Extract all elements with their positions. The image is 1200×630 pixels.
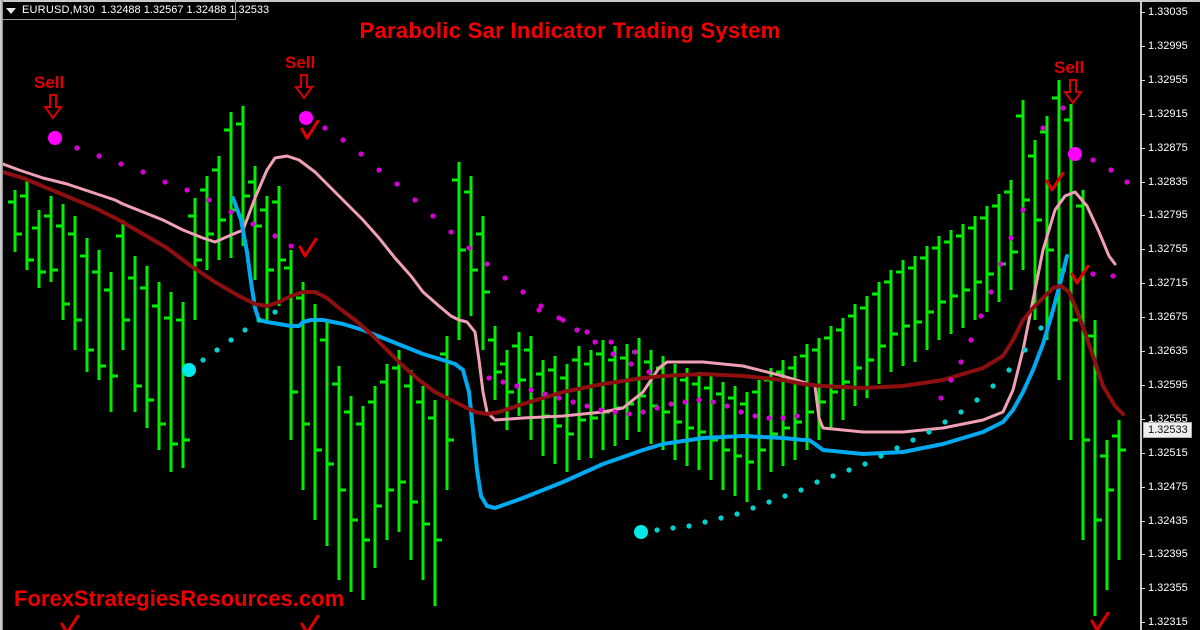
price-axis-tick <box>1140 554 1145 556</box>
symbol-bar-underline <box>3 19 235 20</box>
sell-arrow-down-icon <box>294 74 314 105</box>
sell-arrow-down-icon <box>1063 79 1083 110</box>
confirmation-check-icon <box>1090 611 1110 630</box>
price-axis-tick <box>1140 79 1145 81</box>
chevron-down-icon[interactable] <box>6 7 16 14</box>
price-axis-tick <box>1140 249 1145 251</box>
price-axis-tick <box>1140 283 1145 285</box>
watermark-label: ForexStrategiesResources.com <box>14 586 345 611</box>
darkred-ma-line <box>3 170 1125 416</box>
symbol-quote-bar: EURUSD,M30 1.32488 1.32567 1.32488 1.325… <box>3 2 269 18</box>
price-plot-svg <box>3 80 1130 616</box>
price-axis-tick-label: 1.32675 <box>1148 311 1188 324</box>
price-axis-tick-label: 1.32595 <box>1148 378 1188 391</box>
signal-dots-group <box>48 111 1082 539</box>
price-axis-tick-label: 1.32915 <box>1148 107 1188 120</box>
sell-signal-label: Sell <box>34 73 65 92</box>
price-axis-tick <box>1140 12 1145 13</box>
price-plot-area[interactable] <box>3 20 1140 630</box>
price-axis-tick-label: 1.32395 <box>1148 548 1188 561</box>
price-axis-tick-label: 1.32835 <box>1148 175 1188 188</box>
price-axis-tick <box>1140 588 1145 590</box>
price-axis-tick-label: 1.32515 <box>1148 446 1188 459</box>
price-axis-tick-label: 1.32955 <box>1148 73 1188 86</box>
confirmation-check-icon <box>300 119 320 147</box>
symbol-bar-divider <box>235 0 236 20</box>
price-axis-tick <box>1140 418 1145 420</box>
price-axis-tick-label: 1.32355 <box>1148 582 1188 595</box>
parabolic-sar-bearish-dots <box>52 105 1130 421</box>
ohlc-quote-label: 1.32488 1.32567 1.32488 1.32533 <box>100 4 270 16</box>
price-axis-tick-label: 1.32635 <box>1148 345 1188 357</box>
price-axis-tick-label: 1.32715 <box>1148 277 1188 290</box>
price-axis-tick-label: 1.32755 <box>1148 243 1188 256</box>
price-axis[interactable]: 1.33035 1.32995 1.32955 1.32915 1.32875 1.328… <box>1140 0 1200 630</box>
confirmation-check-icon <box>300 614 320 630</box>
parabolic-sar-bullish-dots <box>186 309 1044 535</box>
window-left-border <box>0 0 3 630</box>
price-axis-tick <box>1140 317 1145 319</box>
current-price-label: 1.32533 <box>1143 421 1192 438</box>
price-axis-tick <box>1140 215 1145 217</box>
price-axis-tick <box>1140 520 1145 522</box>
price-axis-tick <box>1140 113 1145 115</box>
ohlc-bars-group <box>8 80 1126 616</box>
price-axis-tick-label: 1.32875 <box>1148 141 1188 154</box>
pink-ma-line <box>3 154 1117 434</box>
price-axis-tick <box>1140 45 1145 47</box>
price-axis-tick-label: 1.32315 <box>1148 616 1188 629</box>
confirmation-check-icon <box>60 614 80 630</box>
price-axis-tick <box>1140 351 1145 352</box>
price-axis-tick-label: 1.32995 <box>1148 39 1188 52</box>
confirmation-check-icon <box>1070 264 1090 292</box>
price-axis-tick <box>1140 452 1145 454</box>
price-axis-tick <box>1140 622 1145 624</box>
price-axis-tick <box>1140 181 1145 183</box>
sell-signal-label: Sell <box>1054 58 1085 77</box>
price-axis-tick <box>1140 486 1145 488</box>
cyan-ma-line <box>231 196 1069 510</box>
price-axis-tick <box>1140 384 1145 386</box>
price-axis-tick-label: 1.33035 <box>1148 6 1188 18</box>
price-axis-tick-label: 1.32475 <box>1148 480 1188 493</box>
sell-signal-label: Sell <box>285 53 316 72</box>
confirmation-check-icon <box>298 237 318 265</box>
price-axis-rule <box>1140 0 1142 630</box>
symbol-label: EURUSD,M30 <box>22 4 95 16</box>
sell-arrow-down-icon <box>43 94 63 125</box>
price-axis-tick <box>1140 147 1145 149</box>
price-axis-tick-label: 1.32795 <box>1148 209 1188 222</box>
window-top-border <box>0 0 1200 2</box>
confirmation-check-icon <box>1045 171 1065 199</box>
price-axis-tick-label: 1.32435 <box>1148 514 1188 527</box>
